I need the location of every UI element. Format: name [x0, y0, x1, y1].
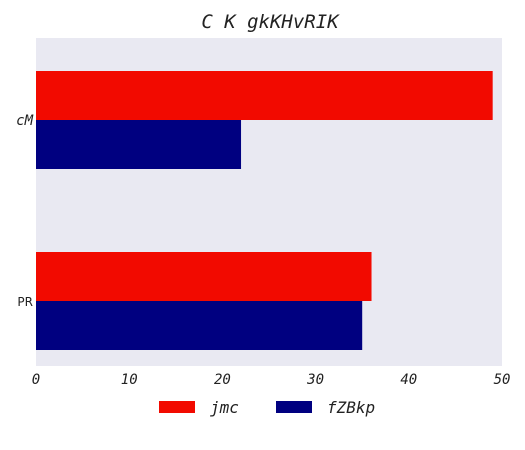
x-axis-ticks: 0 10 20 30 40 50 [32, 372, 511, 388]
x-tick-10: 10 [121, 372, 138, 388]
legend-label-fzbkp: fZBkp [327, 398, 375, 417]
x-tick-0: 0 [32, 372, 40, 388]
bar-cm-jmc [36, 71, 493, 120]
x-tick-50: 50 [494, 372, 511, 388]
chart-title: C K gkKHvRIK [201, 11, 340, 33]
bar-cm-fzbkp [36, 120, 242, 169]
category-label-pr: PR [17, 295, 33, 309]
legend-swatch-jmc [159, 401, 195, 413]
x-tick-20: 20 [214, 372, 231, 388]
x-tick-40: 40 [400, 372, 417, 388]
legend-label-jmc: jmc [210, 398, 239, 417]
bars-group [36, 71, 493, 350]
x-tick-30: 30 [306, 372, 324, 388]
legend-swatch-fzbkp [276, 401, 312, 413]
bar-pr-jmc [36, 252, 372, 301]
legend: jmc fZBkp [159, 398, 375, 417]
category-labels: cM PR [16, 113, 33, 309]
bar-pr-fzbkp [36, 301, 363, 350]
category-label-cm: cM [16, 113, 33, 129]
